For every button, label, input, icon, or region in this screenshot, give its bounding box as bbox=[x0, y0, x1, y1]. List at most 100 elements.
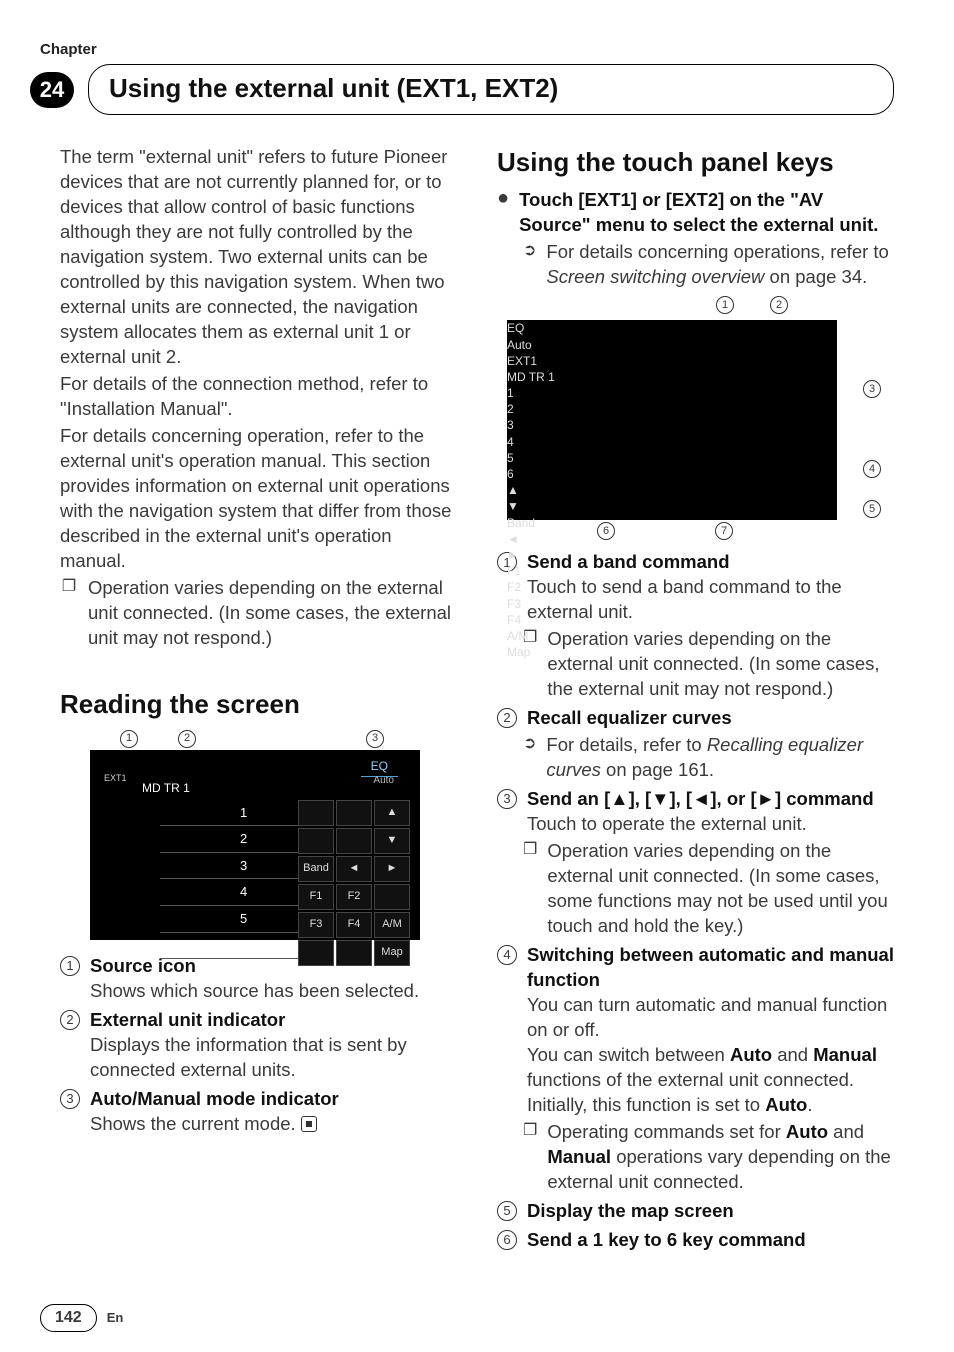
shot1-source-icon: EXT1 bbox=[104, 772, 127, 784]
shot1-button-grid: ▲ ▼ Band ◄ ► F1 F2 F3 F4 A/M Map bbox=[298, 800, 410, 966]
t: and bbox=[772, 1044, 813, 1065]
grid-btn: ▼ bbox=[507, 498, 837, 514]
grid-btn: F4 bbox=[336, 912, 372, 938]
sub-post: on page 34. bbox=[764, 266, 867, 287]
t: Auto bbox=[765, 1094, 807, 1115]
screenshot-1: EQ Auto EXT1 MD TR 1 1 2 3 4 5 6 ▲ bbox=[90, 750, 420, 940]
intro-para-1: The term "external unit" refers to futur… bbox=[60, 145, 457, 370]
t: Auto bbox=[730, 1044, 772, 1065]
grid-btn bbox=[336, 828, 372, 854]
grid-btn: A/M bbox=[374, 912, 410, 938]
r-item-6: 6 Send a 1 key to 6 key command bbox=[497, 1228, 894, 1253]
chapter-label: Chapter bbox=[40, 40, 894, 60]
chapter-number-badge: 24 bbox=[30, 72, 74, 108]
grid-btn bbox=[336, 800, 372, 826]
item-title: External unit indicator bbox=[90, 1008, 457, 1033]
screenshot-2-wrap: 1 2 EQ Auto EXT1 MD TR 1 1 2 3 4 5 6 bbox=[497, 320, 867, 520]
preset-row: 6 bbox=[507, 466, 647, 482]
arrow-icon: ➲ bbox=[523, 240, 536, 290]
shot1-track-indicator: MD TR 1 bbox=[142, 780, 190, 796]
preset-row: 2 bbox=[507, 401, 647, 417]
sub-pre: For details concerning operations, refer… bbox=[546, 241, 888, 262]
shot2-eq-sub: Auto bbox=[507, 337, 837, 353]
item-body: You can turn automatic and manual functi… bbox=[527, 993, 894, 1043]
item-title: Send an [▲], [▼], [◄], or [►] command bbox=[527, 787, 874, 812]
item-3: 3 Auto/Manual mode indicator Shows the c… bbox=[60, 1087, 457, 1137]
r-item-2: 2 Recall equalizer curves bbox=[497, 706, 894, 731]
grid-btn: F1 bbox=[507, 563, 837, 579]
item-body: Touch to operate the external unit. bbox=[527, 812, 874, 837]
shot2-preset-list: 1 2 3 4 5 6 bbox=[507, 385, 647, 482]
t: You can switch between bbox=[527, 1044, 730, 1065]
sub-post: on page 161. bbox=[601, 759, 714, 780]
shot2-side-callouts: 3 4 5 bbox=[863, 380, 881, 518]
callout-6: 6 bbox=[597, 522, 615, 540]
callout-5: 5 bbox=[863, 500, 881, 518]
shot2-bottom-callouts: 6 7 bbox=[497, 522, 867, 540]
preset-row: 1 bbox=[507, 385, 647, 401]
t: . bbox=[807, 1094, 812, 1115]
preset-row: 6 bbox=[160, 933, 310, 960]
item-body-2: You can switch between Auto and Manual f… bbox=[527, 1043, 894, 1118]
r-item-3-sub: ❐ Operation varies depending on the exte… bbox=[523, 839, 894, 939]
section-heading-reading: Reading the screen bbox=[60, 687, 457, 722]
grid-btn bbox=[298, 800, 334, 826]
circled-number: 5 bbox=[497, 1201, 517, 1221]
r-item-2-sub: ➲ For details, refer to Recalling equali… bbox=[523, 733, 894, 783]
left-numbered-list: 1 Source icon Shows which source has bee… bbox=[60, 954, 457, 1137]
r-item-3: 3 Send an [▲], [▼], [◄], or [►] command … bbox=[497, 787, 894, 837]
sub-italic: Screen switching overview bbox=[546, 266, 764, 287]
t: Operating commands set for bbox=[547, 1121, 786, 1142]
sub-pre: For details, refer to bbox=[546, 734, 706, 755]
sub-text: Operation varies depending on the extern… bbox=[547, 839, 894, 939]
circled-number: 3 bbox=[497, 789, 517, 809]
shot1-eq-sub: Auto bbox=[373, 774, 394, 788]
callout-2: 2 bbox=[770, 296, 788, 314]
item-title: Display the map screen bbox=[527, 1199, 734, 1224]
t: Auto bbox=[786, 1121, 828, 1142]
lead-subnote: ➲ For details concerning operations, ref… bbox=[523, 240, 894, 290]
preset-row: 5 bbox=[507, 450, 647, 466]
grid-btn: F3 bbox=[507, 596, 837, 612]
grid-btn: A/M bbox=[507, 628, 837, 644]
shot2-top-callouts: 1 2 bbox=[497, 296, 867, 314]
circled-number: 6 bbox=[497, 1230, 517, 1250]
page-language: En bbox=[107, 1309, 124, 1327]
grid-btn: Map bbox=[374, 940, 410, 966]
note-icon: ❐ bbox=[523, 1120, 537, 1195]
circled-number: 4 bbox=[497, 945, 517, 965]
grid-btn bbox=[298, 940, 334, 966]
callout-4: 4 bbox=[863, 460, 881, 478]
lead-bullet: ● Touch [EXT1] or [EXT2] on the "AV Sour… bbox=[497, 188, 894, 238]
preset-row: 4 bbox=[507, 434, 647, 450]
item-body: Shows which source has been selected. bbox=[90, 979, 419, 1004]
preset-row: 4 bbox=[160, 879, 310, 906]
stop-icon bbox=[301, 1116, 317, 1132]
r-item-5: 5 Display the map screen bbox=[497, 1199, 894, 1224]
circled-number: 2 bbox=[497, 708, 517, 728]
callout-1: 1 bbox=[120, 730, 138, 748]
circled-number: 2 bbox=[60, 1010, 80, 1030]
callout-3: 3 bbox=[366, 730, 384, 748]
note-icon: ❐ bbox=[60, 576, 78, 651]
grid-btn: ► bbox=[374, 856, 410, 882]
preset-row: 3 bbox=[507, 417, 647, 433]
lead-text: Touch [EXT1] or [EXT2] on the "AV Source… bbox=[519, 188, 894, 238]
grid-btn: ◄ bbox=[336, 856, 372, 882]
shot2-button-grid: ▲ ▼ Band ◄ ► F1 F2 F3 F4 A/M Map bbox=[507, 482, 837, 660]
item-body: Shows the current mode. bbox=[90, 1112, 339, 1137]
grid-btn: Map bbox=[507, 644, 837, 660]
note-icon: ❐ bbox=[523, 839, 537, 939]
sub-text: Operating commands set for Auto and Manu… bbox=[547, 1120, 894, 1195]
grid-btn bbox=[336, 940, 372, 966]
note-text: Operation varies depending on the extern… bbox=[88, 576, 457, 651]
title-suffix: ) bbox=[550, 73, 559, 103]
item-title: Recall equalizer curves bbox=[527, 706, 732, 731]
chapter-header-row: 24 Using the external unit (EXT1, EXT2) bbox=[30, 64, 894, 115]
left-column: The term "external unit" refers to futur… bbox=[60, 145, 457, 1252]
grid-btn bbox=[374, 884, 410, 910]
grid-btn: ▲ bbox=[507, 482, 837, 498]
preset-row: 3 bbox=[160, 853, 310, 880]
shot2-eq: EQ bbox=[507, 320, 837, 336]
shot2-track-indicator: MD TR 1 bbox=[507, 369, 837, 385]
